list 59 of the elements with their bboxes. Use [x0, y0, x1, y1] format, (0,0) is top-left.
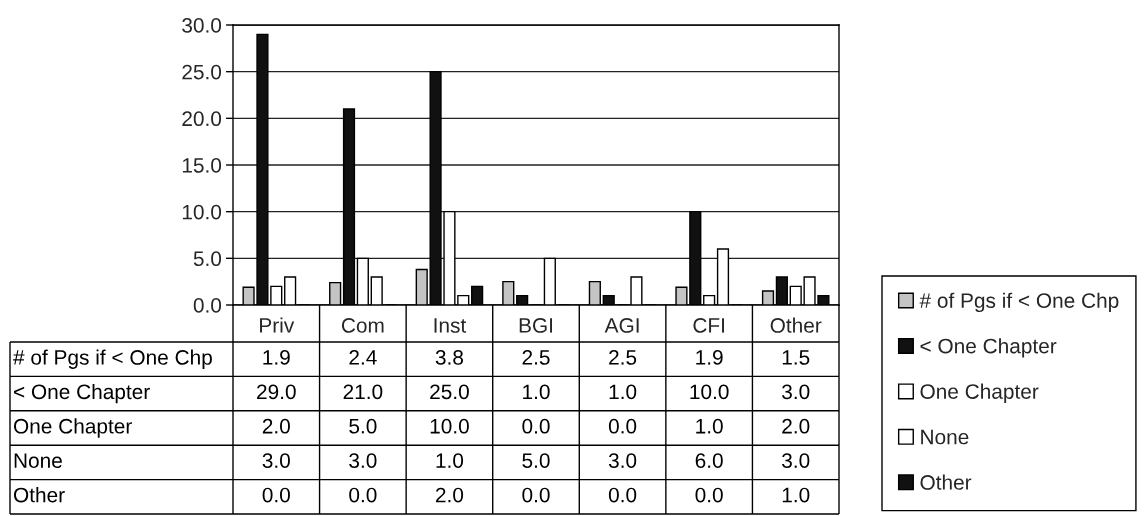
y-tick-label: 20.0	[182, 111, 222, 127]
legend-label: None	[921, 429, 969, 445]
data-label: 2.0	[782, 418, 810, 434]
legend-label: < One Chapter	[920, 338, 1057, 358]
data-label: 1.0	[436, 453, 464, 468]
data-label: 2.0	[436, 487, 464, 503]
text: Other	[13, 487, 65, 503]
data-label: 1.0	[696, 418, 723, 434]
data-label: 0.0	[522, 487, 550, 503]
data-label: 3.0	[608, 453, 637, 468]
y-tick-label: 30.0	[182, 18, 222, 33]
text: One Chapter	[13, 418, 132, 438]
x-tick-label: Inst	[434, 318, 467, 333]
data-label: 0.0	[695, 487, 723, 503]
data-label: 29.0	[257, 384, 296, 400]
x-tick-label: BGI	[519, 318, 553, 333]
data-label: 2.4	[349, 350, 377, 365]
data-label: 2.0	[262, 418, 290, 434]
y-tick-label: 10.0	[182, 204, 222, 220]
data-label: 1.0	[523, 384, 550, 400]
y-tick-label: 5.0	[193, 251, 222, 267]
data-label: 3.0	[262, 453, 290, 468]
data-label: 1.9	[696, 350, 723, 365]
data-label: 3.0	[782, 453, 810, 468]
data-label: 1.0	[609, 384, 637, 400]
data-label: 0.0	[608, 487, 637, 503]
text: None	[14, 453, 62, 468]
data-label: 2.5	[609, 350, 637, 365]
data-label: 10.0	[690, 384, 729, 400]
x-tick-label: AGI	[604, 318, 639, 333]
y-tick-label: 15.0	[182, 158, 222, 173]
data-label: 3.0	[782, 384, 810, 400]
x-tick-label: Priv	[260, 317, 295, 333]
y-tick-label: 0.0	[193, 298, 222, 313]
legend-label: # of Pgs if < One Chp	[919, 292, 1119, 313]
data-label: 25.0	[430, 384, 469, 400]
data-label: 1.5	[782, 350, 810, 365]
text: < One Chapter	[14, 383, 150, 404]
data-label: 0.0	[608, 418, 637, 434]
data-label: 21.0	[343, 384, 383, 400]
legend-label: Other	[920, 474, 972, 490]
data-label: 5.0	[522, 453, 550, 468]
data-label: 0.0	[262, 487, 290, 503]
y-tick-label: 25.0	[182, 64, 222, 80]
data-label: 10.0	[430, 418, 469, 434]
data-label: 2.5	[522, 350, 550, 365]
data-label: 6.0	[695, 453, 723, 468]
text: # of Pgs if < One Chp	[13, 349, 212, 369]
x-tick-label: CFI	[693, 318, 724, 333]
x-tick-label: Other	[770, 317, 822, 333]
data-label: 0.0	[522, 418, 550, 434]
data-label: 3.0	[349, 453, 377, 468]
data-label: 5.0	[349, 418, 377, 434]
data-label: 3.8	[435, 350, 463, 365]
x-tick-label: Com	[341, 318, 384, 333]
data-label: 1.9	[263, 350, 290, 365]
legend-label: One Chapter	[920, 383, 1039, 404]
data-label: 1.0	[782, 487, 810, 503]
data-label: 0.0	[349, 487, 377, 503]
